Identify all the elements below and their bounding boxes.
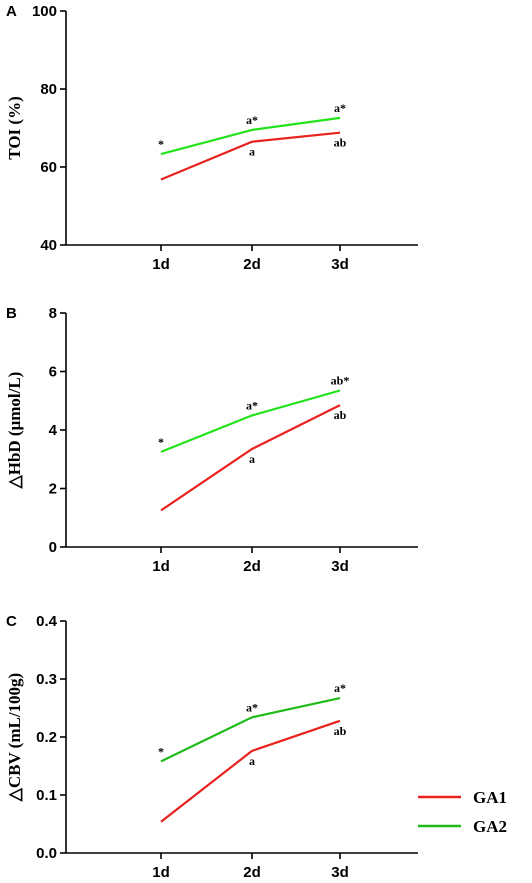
annotation-ga2: a*: [246, 700, 258, 714]
y-tick-label: 8: [49, 305, 57, 322]
annotation-ga2: a*: [334, 101, 346, 115]
y-tick-label: 0.0: [36, 845, 57, 862]
series-line-ga2: [160, 389, 341, 453]
series-line-ga1: [160, 719, 341, 823]
y-axis-label: TOI (%): [5, 96, 24, 159]
legend: GA1 GA2: [418, 788, 507, 836]
annotation-ga2: a*: [246, 113, 258, 127]
y-tick-label: 0.3: [36, 671, 57, 688]
x-tick-label: 3d: [331, 864, 349, 881]
series-line-ga2: [160, 697, 341, 763]
x-tick-label: 3d: [331, 558, 349, 575]
series-line-ga2: [160, 116, 341, 156]
x-tick-label: 1d: [152, 864, 170, 881]
series-line-ga1: [160, 131, 341, 181]
annotation-ga1: a: [249, 754, 255, 768]
y-tick-label: 100: [32, 3, 57, 20]
y-tick-label: 0: [49, 539, 57, 556]
y-tick-label: 6: [49, 364, 57, 381]
y-tick-label: 0.2: [36, 729, 57, 746]
annotation-ga2: *: [158, 744, 164, 758]
x-tick-label: 3d: [331, 256, 349, 273]
annotation-ga2: ab*: [331, 374, 350, 388]
y-tick-label: 80: [40, 81, 57, 98]
x-tick-label: 2d: [243, 256, 261, 273]
y-tick-label: 0.1: [36, 787, 57, 804]
y-tick-label: 60: [40, 159, 57, 176]
annotation-ga2: *: [158, 435, 164, 449]
annotation-ga1: ab: [334, 408, 347, 422]
chart-panel-a: A 40 60 80 100 1d 2d 3d TOI (%) a ab * a* a*: [5, 3, 418, 273]
x-tick-label: 1d: [152, 558, 170, 575]
annotation-ga2: a*: [246, 398, 258, 412]
x-tick-label: 1d: [152, 256, 170, 273]
legend-label: GA2: [473, 817, 507, 836]
annotation-ga2: a*: [334, 681, 346, 695]
annotation-ga1: a: [249, 452, 255, 466]
x-tick-label: 2d: [243, 558, 261, 575]
annotation-ga1: a: [249, 145, 255, 159]
panel-letter: B: [6, 305, 17, 322]
chart-panel-c: C 0.0 0.1 0.2 0.3 0.4 1d 2d 3d △CBV (mL/100g) a ab *…: [5, 613, 418, 881]
y-tick-label: 4: [49, 422, 58, 439]
y-tick-label: 2: [49, 481, 57, 498]
legend-label: GA1: [473, 788, 507, 807]
y-axis-label: △HbD (μmol/L): [5, 372, 24, 490]
panel-letter: A: [6, 3, 17, 20]
panel-letter: C: [6, 613, 17, 630]
annotation-ga1: ab: [334, 136, 347, 150]
y-axis-label: △CBV (mL/100g): [5, 673, 24, 802]
annotation-ga2: *: [158, 137, 164, 151]
x-tick-label: 2d: [243, 864, 261, 881]
annotation-ga1: ab: [334, 724, 347, 738]
y-tick-label: 40: [40, 237, 57, 254]
y-tick-label: 0.4: [36, 613, 58, 630]
series-line-ga1: [160, 404, 341, 512]
